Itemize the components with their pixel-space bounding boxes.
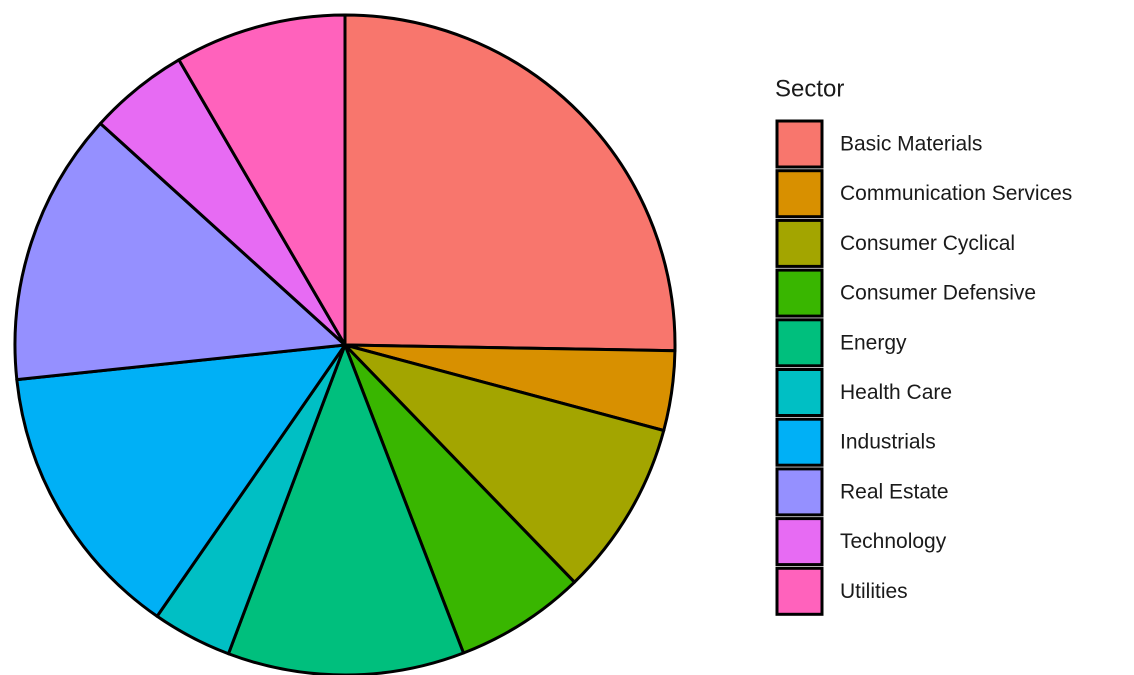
pie-slice [343, 13, 677, 353]
legend: Sector Basic Materials Communication Serv… [775, 75, 1072, 616]
pie-slice [13, 121, 347, 382]
legend-key [775, 119, 824, 169]
pie-slice [343, 343, 666, 584]
legend-label: Health Care [840, 381, 952, 404]
pie [13, 13, 677, 675]
legend-key [775, 218, 824, 268]
legend-label: Communication Services [840, 182, 1072, 205]
legend-key [775, 467, 824, 517]
legend-title: Sector [775, 75, 844, 102]
legend-key [775, 517, 824, 567]
pie-slice [177, 13, 347, 347]
legend-label: Consumer Defensive [840, 282, 1036, 305]
legend-label: Consumer Cyclical [840, 232, 1015, 255]
pie-slice [343, 343, 576, 655]
legend-key [775, 368, 824, 417]
pie-slice [15, 343, 347, 618]
legend-label: Technology [840, 530, 947, 553]
legend-key [775, 566, 824, 616]
legend-label: Real Estate [840, 480, 949, 503]
legend-label: Industrials [840, 431, 936, 454]
legend-key [775, 169, 824, 219]
legend-label: Utilities [840, 580, 908, 603]
legend-label: Energy [840, 331, 907, 354]
legend-key [775, 318, 824, 368]
legend-key [775, 268, 824, 318]
legend-key [775, 417, 824, 467]
legend-label: Basic Materials [840, 133, 982, 156]
